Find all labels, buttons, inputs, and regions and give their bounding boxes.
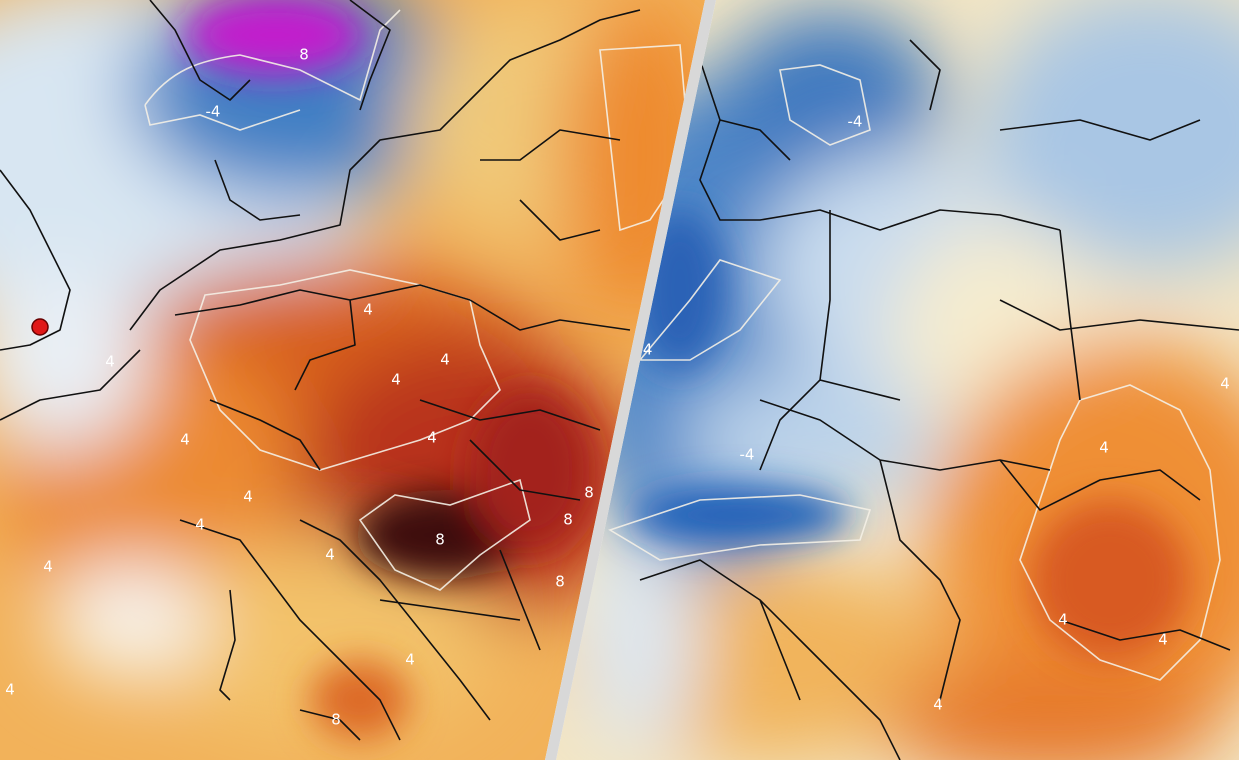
contour-label: 4 (325, 546, 335, 564)
contour-label: 8 (299, 46, 309, 64)
contour-label: -4 (206, 103, 221, 121)
contour-label: 8 (435, 531, 445, 549)
contour-label: 4 (195, 516, 205, 534)
contour-label: -4 (848, 113, 863, 131)
contour-label: 8 (584, 484, 594, 502)
contour-label: 4 (363, 301, 373, 319)
contour-label: 4 (405, 651, 415, 669)
contour-label: 4 (440, 351, 450, 369)
contour-label: 4 (105, 353, 115, 371)
contour-label: 4 (43, 558, 53, 576)
contour-label: 4 (1058, 611, 1068, 629)
contour-label: 4 (1158, 631, 1168, 649)
contour-label: 4 (180, 431, 190, 449)
divider (545, 0, 716, 760)
contour-label: 4 (427, 429, 437, 447)
city-marker (31, 318, 49, 336)
contour-label: 8 (331, 711, 341, 729)
contour-label: 4 (933, 696, 943, 714)
contour-label: 4 (1220, 375, 1230, 393)
contour-label: 4 (5, 681, 15, 699)
contour-label: 4 (243, 488, 253, 506)
contour-label: -4 (740, 446, 755, 464)
contour-label: 4 (1099, 439, 1109, 457)
contour-label: 8 (555, 573, 565, 591)
contour-label: 8 (563, 511, 573, 529)
contour-label: 4 (391, 371, 401, 389)
